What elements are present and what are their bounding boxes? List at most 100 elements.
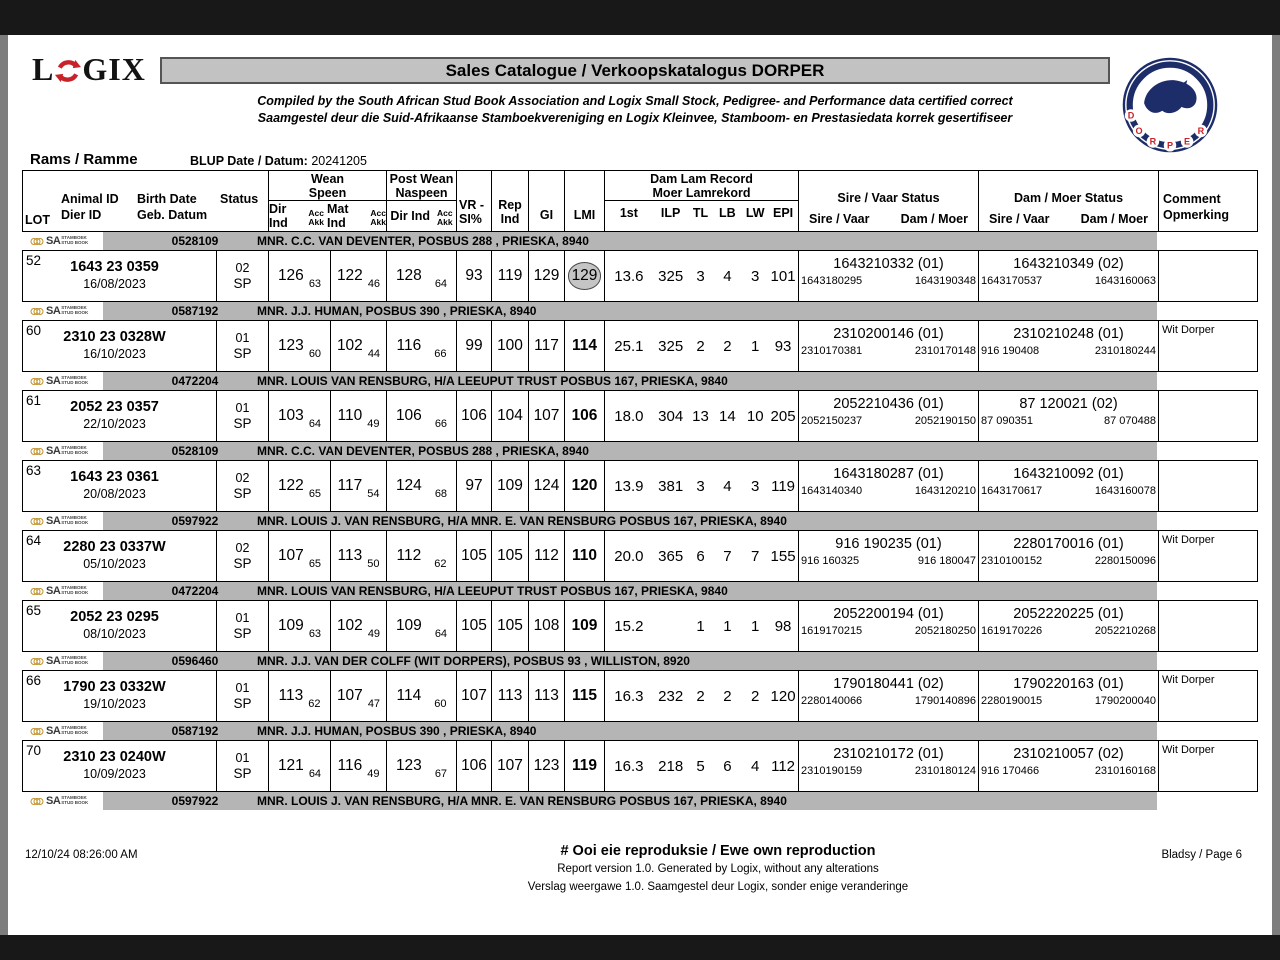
breeder-bar: 0472204 MNR. LOUIS VAN RENSBURG, H/A LEEU… xyxy=(103,372,1157,390)
lot-number: 63 xyxy=(26,463,42,478)
dam-status: 2280170016 (01) 2310100152 2280150096 xyxy=(978,531,1158,581)
tl-value: 13 xyxy=(692,407,709,425)
tl-value: 6 xyxy=(696,547,705,565)
status-code: 02 xyxy=(235,541,250,555)
logix-logo: L GIX xyxy=(32,51,146,88)
status-cell: 02 SP xyxy=(216,251,268,301)
breeder-id: 0528109 xyxy=(171,234,219,248)
status-cell: 01 SP xyxy=(216,391,268,441)
status-value: SP xyxy=(233,696,252,711)
wean-dir-ind: 123 60 xyxy=(268,321,330,371)
lw-value: 2 xyxy=(751,687,760,705)
comment-value: Wit Dorper xyxy=(1158,741,1257,791)
ilp-value: 232 xyxy=(658,687,684,705)
wean-dir-ind: 109 63 xyxy=(268,601,330,651)
gi-value: 112 xyxy=(528,531,564,581)
breeder-name: MNR. J.J. HUMAN, POSBUS 390 , PRIESKA, 8… xyxy=(257,724,537,738)
first-value: 16.3 xyxy=(614,687,644,705)
col-gi: GI xyxy=(528,171,564,231)
lmi-value: 109 xyxy=(564,601,604,651)
animal-id: 1643 23 0359 xyxy=(70,259,159,275)
first-value: 15.2 xyxy=(614,617,644,635)
breeder-name: MNR. J.J. VAN DER COLFF (WIT DORPERS), P… xyxy=(257,654,690,668)
header-left-block: LOT Animal ID Dier ID Birth Date Geb. Datu… xyxy=(23,171,268,231)
epi-value: 112 xyxy=(771,757,796,775)
postwean-dir-ind: 112 62 xyxy=(386,531,456,581)
dam-lam-record: 20.0 365 6 7 7 155 xyxy=(604,531,798,581)
dam-status-sire: 87 090351 xyxy=(981,415,1033,427)
logix-arrows-icon xyxy=(55,59,82,82)
birth-date: 22/10/2023 xyxy=(83,417,146,431)
dam-status: 1643210092 (01) 1643170617 1643160078 xyxy=(978,461,1158,511)
sa-studbook-logo: SA STAMBOEK STUD BOOK xyxy=(22,232,103,250)
breeder-id: 0597922 xyxy=(171,794,219,808)
lb-value: 4 xyxy=(723,267,732,285)
dam-status-sire: 2310100152 xyxy=(981,555,1043,567)
breeder-id: 0472204 xyxy=(171,584,219,598)
epi-value: 155 xyxy=(770,547,796,565)
sire-status: 2052200194 (01) 1619170215 2052180250 xyxy=(798,601,978,651)
dam-status: 2310210057 (02) 916 170466 2310160168 xyxy=(978,741,1158,791)
lb-value: 6 xyxy=(723,757,732,775)
breeder-name: MNR. LOUIS J. VAN RENSBURG, H/A MNR. E. … xyxy=(257,514,787,528)
table-row: 66 1790 23 0332W 19/10/2023 01 SP 113 62 107 47 1… xyxy=(22,670,1258,722)
sire-status: 1643210332 (01) 1643180295 1643190348 xyxy=(798,251,978,301)
birth-date: 16/10/2023 xyxy=(83,347,146,361)
breeder-bar-spacer xyxy=(1157,652,1258,670)
sire-status-id: 1643180287 (01) xyxy=(833,466,944,482)
wean-mat-ind: 122 46 xyxy=(330,251,386,301)
sa-studbook-logo: SA STAMBOEK STUD BOOK xyxy=(22,372,103,390)
svg-text:D: D xyxy=(1128,111,1135,121)
animal-cell: 1643 23 0361 20/08/2023 xyxy=(58,461,216,511)
sa-studbook-logo: SA STAMBOEK STUD BOOK xyxy=(22,792,103,810)
breeder-row: SA STAMBOEK STUD BOOK 0587192 MNR. J.J. HUMA… xyxy=(22,722,1258,740)
animal-id: 2310 23 0328W xyxy=(63,329,166,345)
lmi-value: 114 xyxy=(564,321,604,371)
tl-value: 1 xyxy=(696,617,705,635)
animal-cell: 1790 23 0332W 19/10/2023 xyxy=(58,671,216,721)
gi-value: 107 xyxy=(528,391,564,441)
lmi-value: 110 xyxy=(564,531,604,581)
breeder-name: MNR. LOUIS J. VAN RENSBURG, H/A MNR. E. … xyxy=(257,794,787,808)
sa-studbook-icon: SA STAMBOEK STUD BOOK xyxy=(30,305,88,318)
rep-ind-value: 105 xyxy=(491,531,528,581)
col-comment: Comment Opmerking xyxy=(1158,171,1257,231)
breeder-bar: 0587192 MNR. J.J. HUMAN, POSBUS 390 , PRI… xyxy=(103,302,1157,320)
tl-value: 3 xyxy=(696,477,705,495)
wean-mat-ind: 117 54 xyxy=(330,461,386,511)
lot-number: 66 xyxy=(26,673,42,688)
animal-cell: 2310 23 0328W 16/10/2023 xyxy=(58,321,216,371)
breeder-bar-spacer xyxy=(1157,722,1258,740)
lot-number: 70 xyxy=(26,743,42,758)
subtitle-english: Compiled by the South African Stud Book … xyxy=(257,94,1013,108)
dam-status-dam: 87 070488 xyxy=(1104,415,1156,427)
gi-value: 129 xyxy=(528,251,564,301)
footer-report-version-en: Report version 1.0. Generated by Logix, … xyxy=(557,863,879,875)
postwean-dir-ind: 109 64 xyxy=(386,601,456,651)
postwean-dir-ind: 128 64 xyxy=(386,251,456,301)
dam-status: 1790220163 (01) 2280190015 1790200040 xyxy=(978,671,1158,721)
dam-status: 2310210248 (01) 916 190408 2310180244 xyxy=(978,321,1158,371)
comment-value: Wit Dorper xyxy=(1158,531,1257,581)
status-code: 01 xyxy=(235,681,250,695)
birth-date: 19/10/2023 xyxy=(83,697,146,711)
status-value: SP xyxy=(233,486,252,501)
breeder-id: 0596460 xyxy=(171,654,219,668)
breeder-id: 0597922 xyxy=(171,514,219,528)
logix-logo-text2: GIX xyxy=(82,51,146,87)
breeder-row: SA STAMBOEK STUD BOOK 0597922 MNR. LOUIS J. … xyxy=(22,792,1258,810)
sire-status: 916 190235 (01) 916 160325 916 180047 xyxy=(798,531,978,581)
sa-studbook-icon: SA STAMBOEK STUD BOOK xyxy=(30,795,88,808)
lot-number: 52 xyxy=(26,253,42,268)
first-value: 13.9 xyxy=(614,477,644,495)
table-header: LOT Animal ID Dier ID Birth Date Geb. Datu… xyxy=(22,170,1258,232)
gi-value: 124 xyxy=(528,461,564,511)
sa-studbook-icon: SA STAMBOEK STUD BOOK xyxy=(30,515,88,528)
breeder-row: SA STAMBOEK STUD BOOK 0596460 MNR. J.J. VAN … xyxy=(22,652,1258,670)
sire-status: 1790180441 (02) 2280140066 1790140896 xyxy=(798,671,978,721)
sire-status-id: 2052210436 (01) xyxy=(833,396,944,412)
comment-value xyxy=(1158,601,1257,651)
epi-value: 93 xyxy=(774,337,792,355)
first-value: 20.0 xyxy=(614,547,644,565)
breeder-bar-spacer xyxy=(1157,792,1258,810)
